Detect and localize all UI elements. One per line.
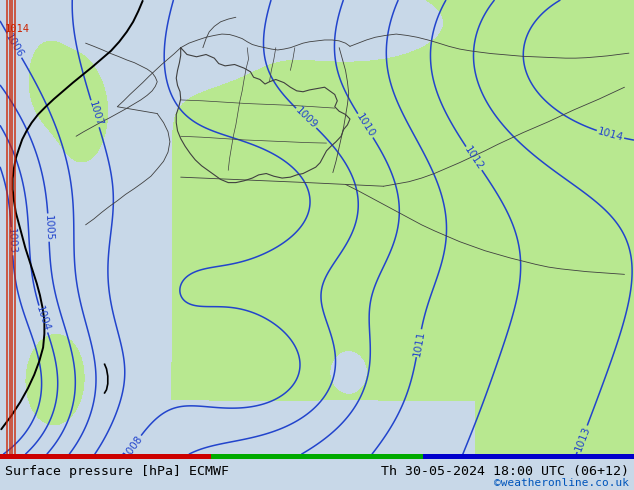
Text: 1014: 1014 — [5, 24, 30, 34]
Text: 1009: 1009 — [294, 105, 319, 131]
Text: Th 30-05-2024 18:00 UTC (06+12): Th 30-05-2024 18:00 UTC (06+12) — [381, 465, 629, 478]
Text: 1006: 1006 — [3, 32, 25, 59]
Text: 1005: 1005 — [43, 214, 54, 241]
Text: Surface pressure [hPa] ECMWF: Surface pressure [hPa] ECMWF — [5, 465, 229, 478]
Bar — [423, 454, 634, 459]
Text: 1004: 1004 — [34, 305, 52, 333]
Text: 1007: 1007 — [86, 100, 104, 128]
Text: 1013: 1013 — [573, 425, 592, 453]
Bar — [0, 454, 211, 459]
Text: ©weatheronline.co.uk: ©weatheronline.co.uk — [494, 478, 629, 488]
Text: 1003: 1003 — [6, 228, 18, 255]
Text: 1008: 1008 — [121, 433, 145, 461]
Text: 1010: 1010 — [354, 112, 377, 139]
Text: 1014: 1014 — [597, 126, 624, 143]
Bar — [211, 454, 423, 459]
Text: 1012: 1012 — [462, 145, 486, 172]
Text: 1011: 1011 — [411, 329, 426, 357]
